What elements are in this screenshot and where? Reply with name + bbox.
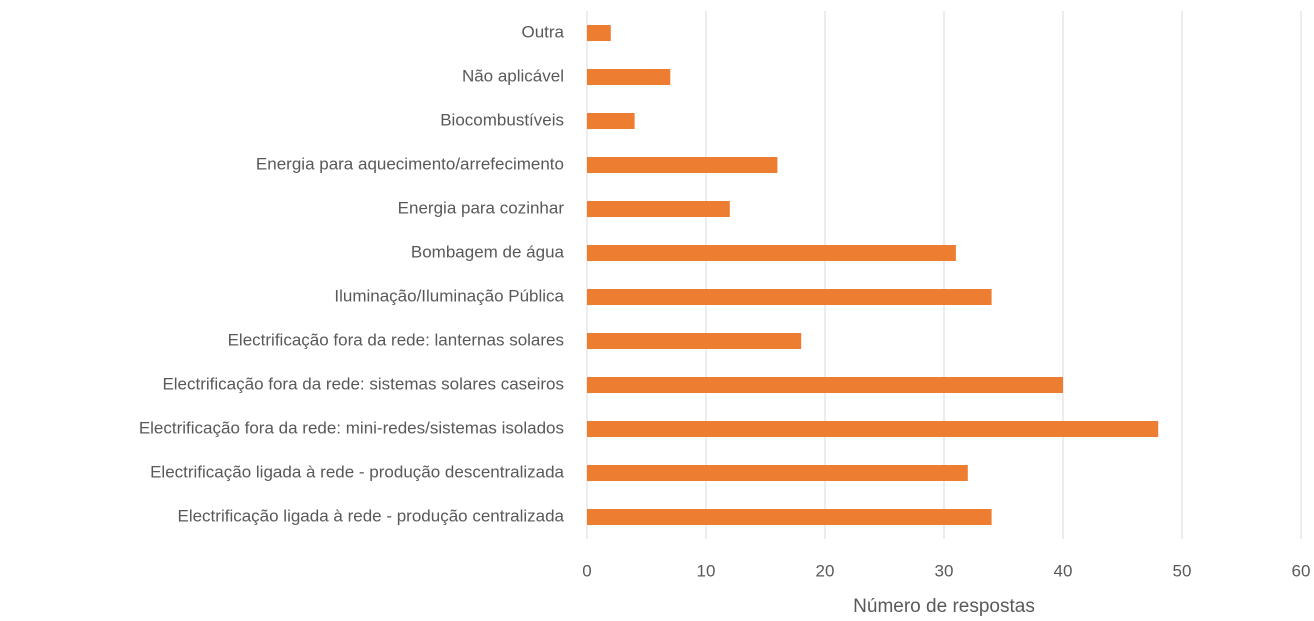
y-tick-label: Biocombustíveis	[440, 110, 564, 129]
bar	[587, 377, 1063, 393]
x-tick-label: 40	[1054, 561, 1073, 580]
bar	[587, 421, 1159, 437]
bar	[587, 465, 968, 481]
bar	[587, 113, 635, 129]
y-tick-label: Electrificação ligada à rede - produção …	[150, 462, 564, 481]
bar	[587, 201, 730, 217]
y-tick-label: Iluminação/Iluminação Pública	[334, 286, 564, 305]
x-tick-label: 10	[697, 561, 716, 580]
x-tick-label: 50	[1173, 561, 1192, 580]
bar	[587, 333, 802, 349]
y-tick-label: Não aplicável	[462, 66, 564, 85]
bar	[587, 245, 956, 261]
y-tick-label: Energia para cozinhar	[398, 198, 565, 217]
y-tick-label: Electrificação fora da rede: mini-redes/…	[139, 418, 564, 437]
y-tick-label: Electrificação fora da rede: lanternas s…	[228, 330, 564, 349]
x-tick-label: 30	[935, 561, 954, 580]
bar	[587, 157, 778, 173]
bar	[587, 289, 992, 305]
x-axis-title: Número de respostas	[853, 596, 1035, 617]
x-tick-label: 60	[1292, 561, 1311, 580]
bar	[587, 25, 611, 41]
y-tick-label: Electrificação ligada à rede - produção …	[177, 506, 564, 525]
x-tick-label: 20	[816, 561, 835, 580]
y-tick-label: Energia para aquecimento/arrefecimento	[256, 154, 564, 173]
y-tick-label: Bombagem de água	[411, 242, 565, 261]
x-tick-label: 0	[582, 561, 591, 580]
y-tick-label: Electrificação fora da rede: sistemas so…	[162, 374, 564, 393]
bar	[587, 509, 992, 525]
bar	[587, 69, 671, 85]
y-tick-label: Outra	[521, 22, 564, 41]
